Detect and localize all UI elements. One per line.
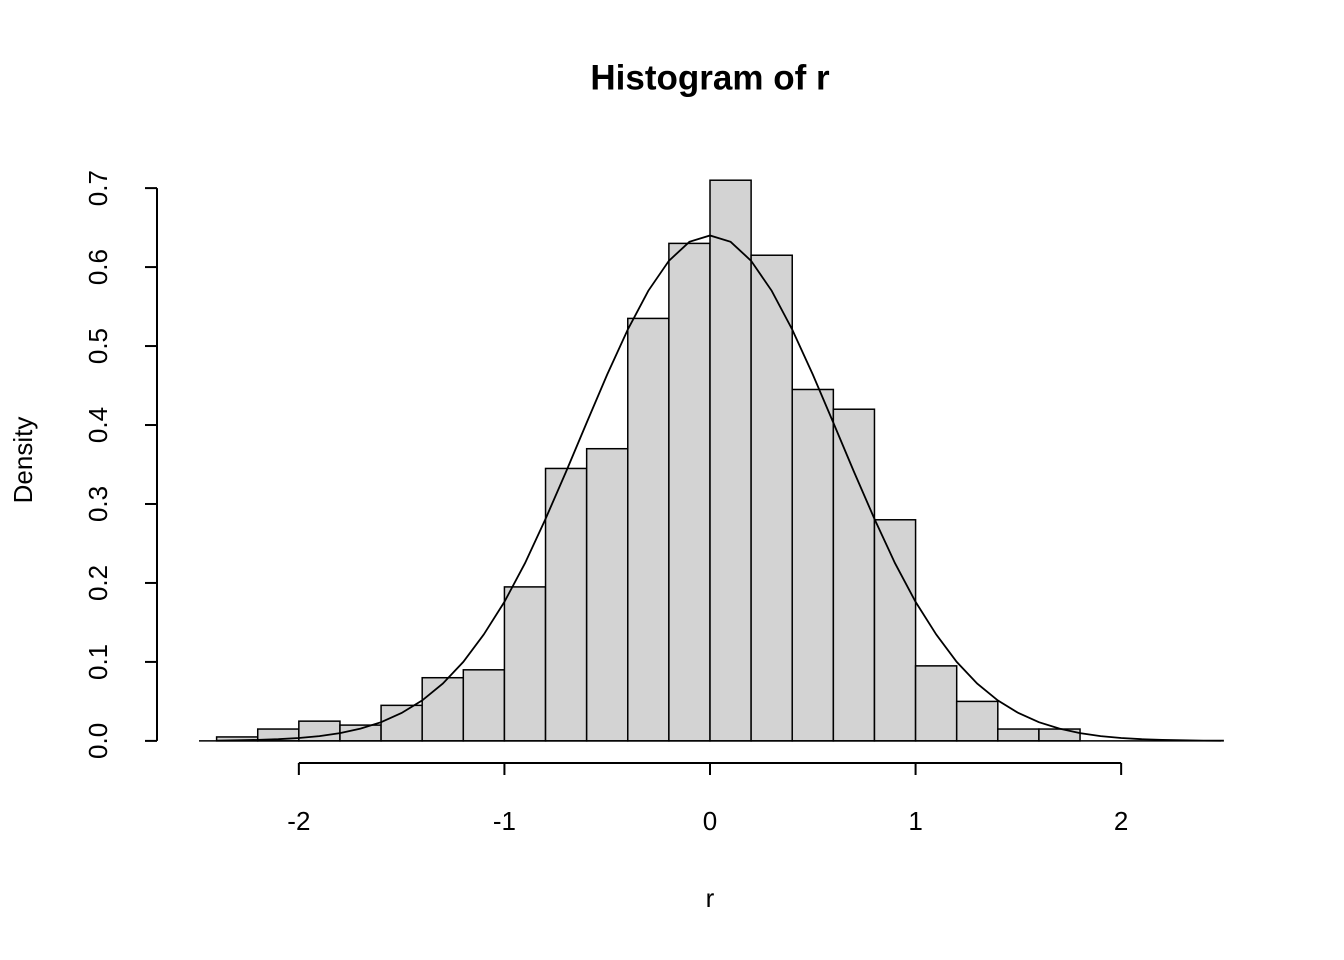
bar: [380, 704, 423, 742]
y-tick-label: 0.3: [83, 486, 113, 522]
x-tick-label: 2: [1114, 806, 1128, 836]
bar: [1038, 728, 1081, 742]
y-tick-label: 0.5: [83, 328, 113, 364]
bar: [955, 700, 999, 742]
bar: [750, 254, 793, 742]
bar: [503, 586, 547, 742]
y-tick-label: 0.0: [83, 723, 113, 759]
bar: [709, 179, 752, 742]
y-tick-label: 0.1: [83, 644, 113, 680]
bar: [832, 408, 876, 742]
y-tick-label: 0.2: [83, 565, 113, 601]
y-tick-label: 0.7: [83, 170, 113, 206]
x-tick-label: 1: [908, 806, 922, 836]
bar: [339, 724, 382, 742]
y-tick-label: 0.6: [83, 249, 113, 285]
x-tick-label: -1: [493, 806, 516, 836]
bar: [421, 676, 465, 742]
bar: [462, 669, 506, 742]
bar: [873, 519, 917, 742]
bar: [627, 317, 670, 742]
bar: [668, 242, 711, 742]
x-axis-label: r: [706, 883, 715, 913]
x-tick-label: -2: [287, 806, 310, 836]
chart-title: Histogram of r: [590, 58, 830, 97]
x-tick-label: 0: [703, 806, 717, 836]
bar: [997, 728, 1040, 742]
bar: [544, 467, 588, 742]
bar: [791, 388, 835, 742]
y-axis-label: Density: [8, 417, 38, 504]
density-curve: [216, 234, 1224, 742]
bar: [585, 447, 629, 742]
bar: [914, 665, 958, 742]
y-tick-label: 0.4: [83, 407, 113, 443]
